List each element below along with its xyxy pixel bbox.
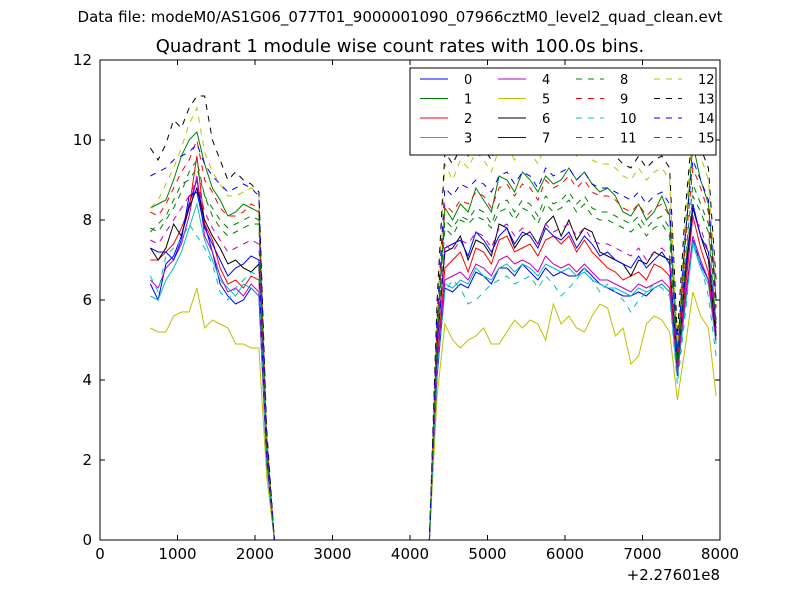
legend-label-8: 8 (620, 73, 628, 88)
legend-label-9: 9 (620, 93, 628, 108)
x-tick-label: 8000 (701, 545, 739, 563)
figure-suptitle: Data file: modeM0/AS1G06_077T01_90000010… (77, 8, 723, 26)
x-tick-label: 1000 (158, 545, 196, 563)
y-tick-label: 4 (82, 371, 92, 389)
series-line-11 (150, 178, 717, 540)
y-tick-label: 10 (73, 131, 92, 149)
legend-label-13: 13 (698, 93, 715, 108)
x-tick-label: 6000 (546, 545, 584, 563)
legend-label-15: 15 (698, 132, 715, 147)
x-tick-label: 2000 (236, 545, 274, 563)
legend-label-2: 2 (464, 112, 472, 127)
legend-label-5: 5 (542, 93, 550, 108)
series-line-0 (149, 179, 717, 540)
x-tick-label: 3000 (313, 545, 351, 563)
series-line-4 (150, 175, 717, 540)
x-offset-label: +2.27601e8 (627, 566, 720, 584)
legend-label-3: 3 (464, 132, 472, 147)
legend-label-6: 6 (542, 112, 550, 127)
series-layer (149, 95, 717, 540)
x-tick-label: 7000 (623, 545, 661, 563)
chart-title: Quadrant 1 module wise count rates with … (155, 36, 645, 57)
y-tick-label: 12 (73, 51, 92, 69)
y-tick-label: 2 (82, 451, 92, 469)
series-line-15 (150, 166, 717, 540)
legend-label-0: 0 (464, 73, 472, 88)
series-line-2 (150, 155, 717, 540)
legend-label-14: 14 (698, 112, 715, 127)
series-line-9 (150, 138, 717, 540)
series-line-10 (149, 222, 717, 540)
series-line-1 (150, 131, 717, 540)
legend-label-12: 12 (698, 73, 715, 88)
y-tick-label: 6 (82, 291, 92, 309)
x-tick-label: 5000 (468, 545, 506, 563)
series-line-14 (150, 143, 717, 540)
legend-label-7: 7 (542, 132, 550, 147)
tick-layer: 0 1000 2000 3000 4000 5000 6000 7000 80000246810… (73, 51, 739, 563)
legend-label-11: 11 (620, 132, 637, 147)
legend-label-4: 4 (542, 73, 550, 88)
x-tick-label: 0 (95, 545, 105, 563)
series-line-7 (150, 191, 717, 540)
series-line-8 (150, 158, 717, 540)
legend-label-1: 1 (464, 93, 472, 108)
legend-box (409, 67, 717, 156)
x-tick-label: 4000 (391, 545, 429, 563)
series-line-5 (150, 287, 717, 540)
series-line-3 (150, 202, 717, 540)
y-tick-label: 8 (82, 211, 92, 229)
y-tick-label: 0 (82, 531, 92, 549)
legend-label-10: 10 (620, 112, 637, 127)
